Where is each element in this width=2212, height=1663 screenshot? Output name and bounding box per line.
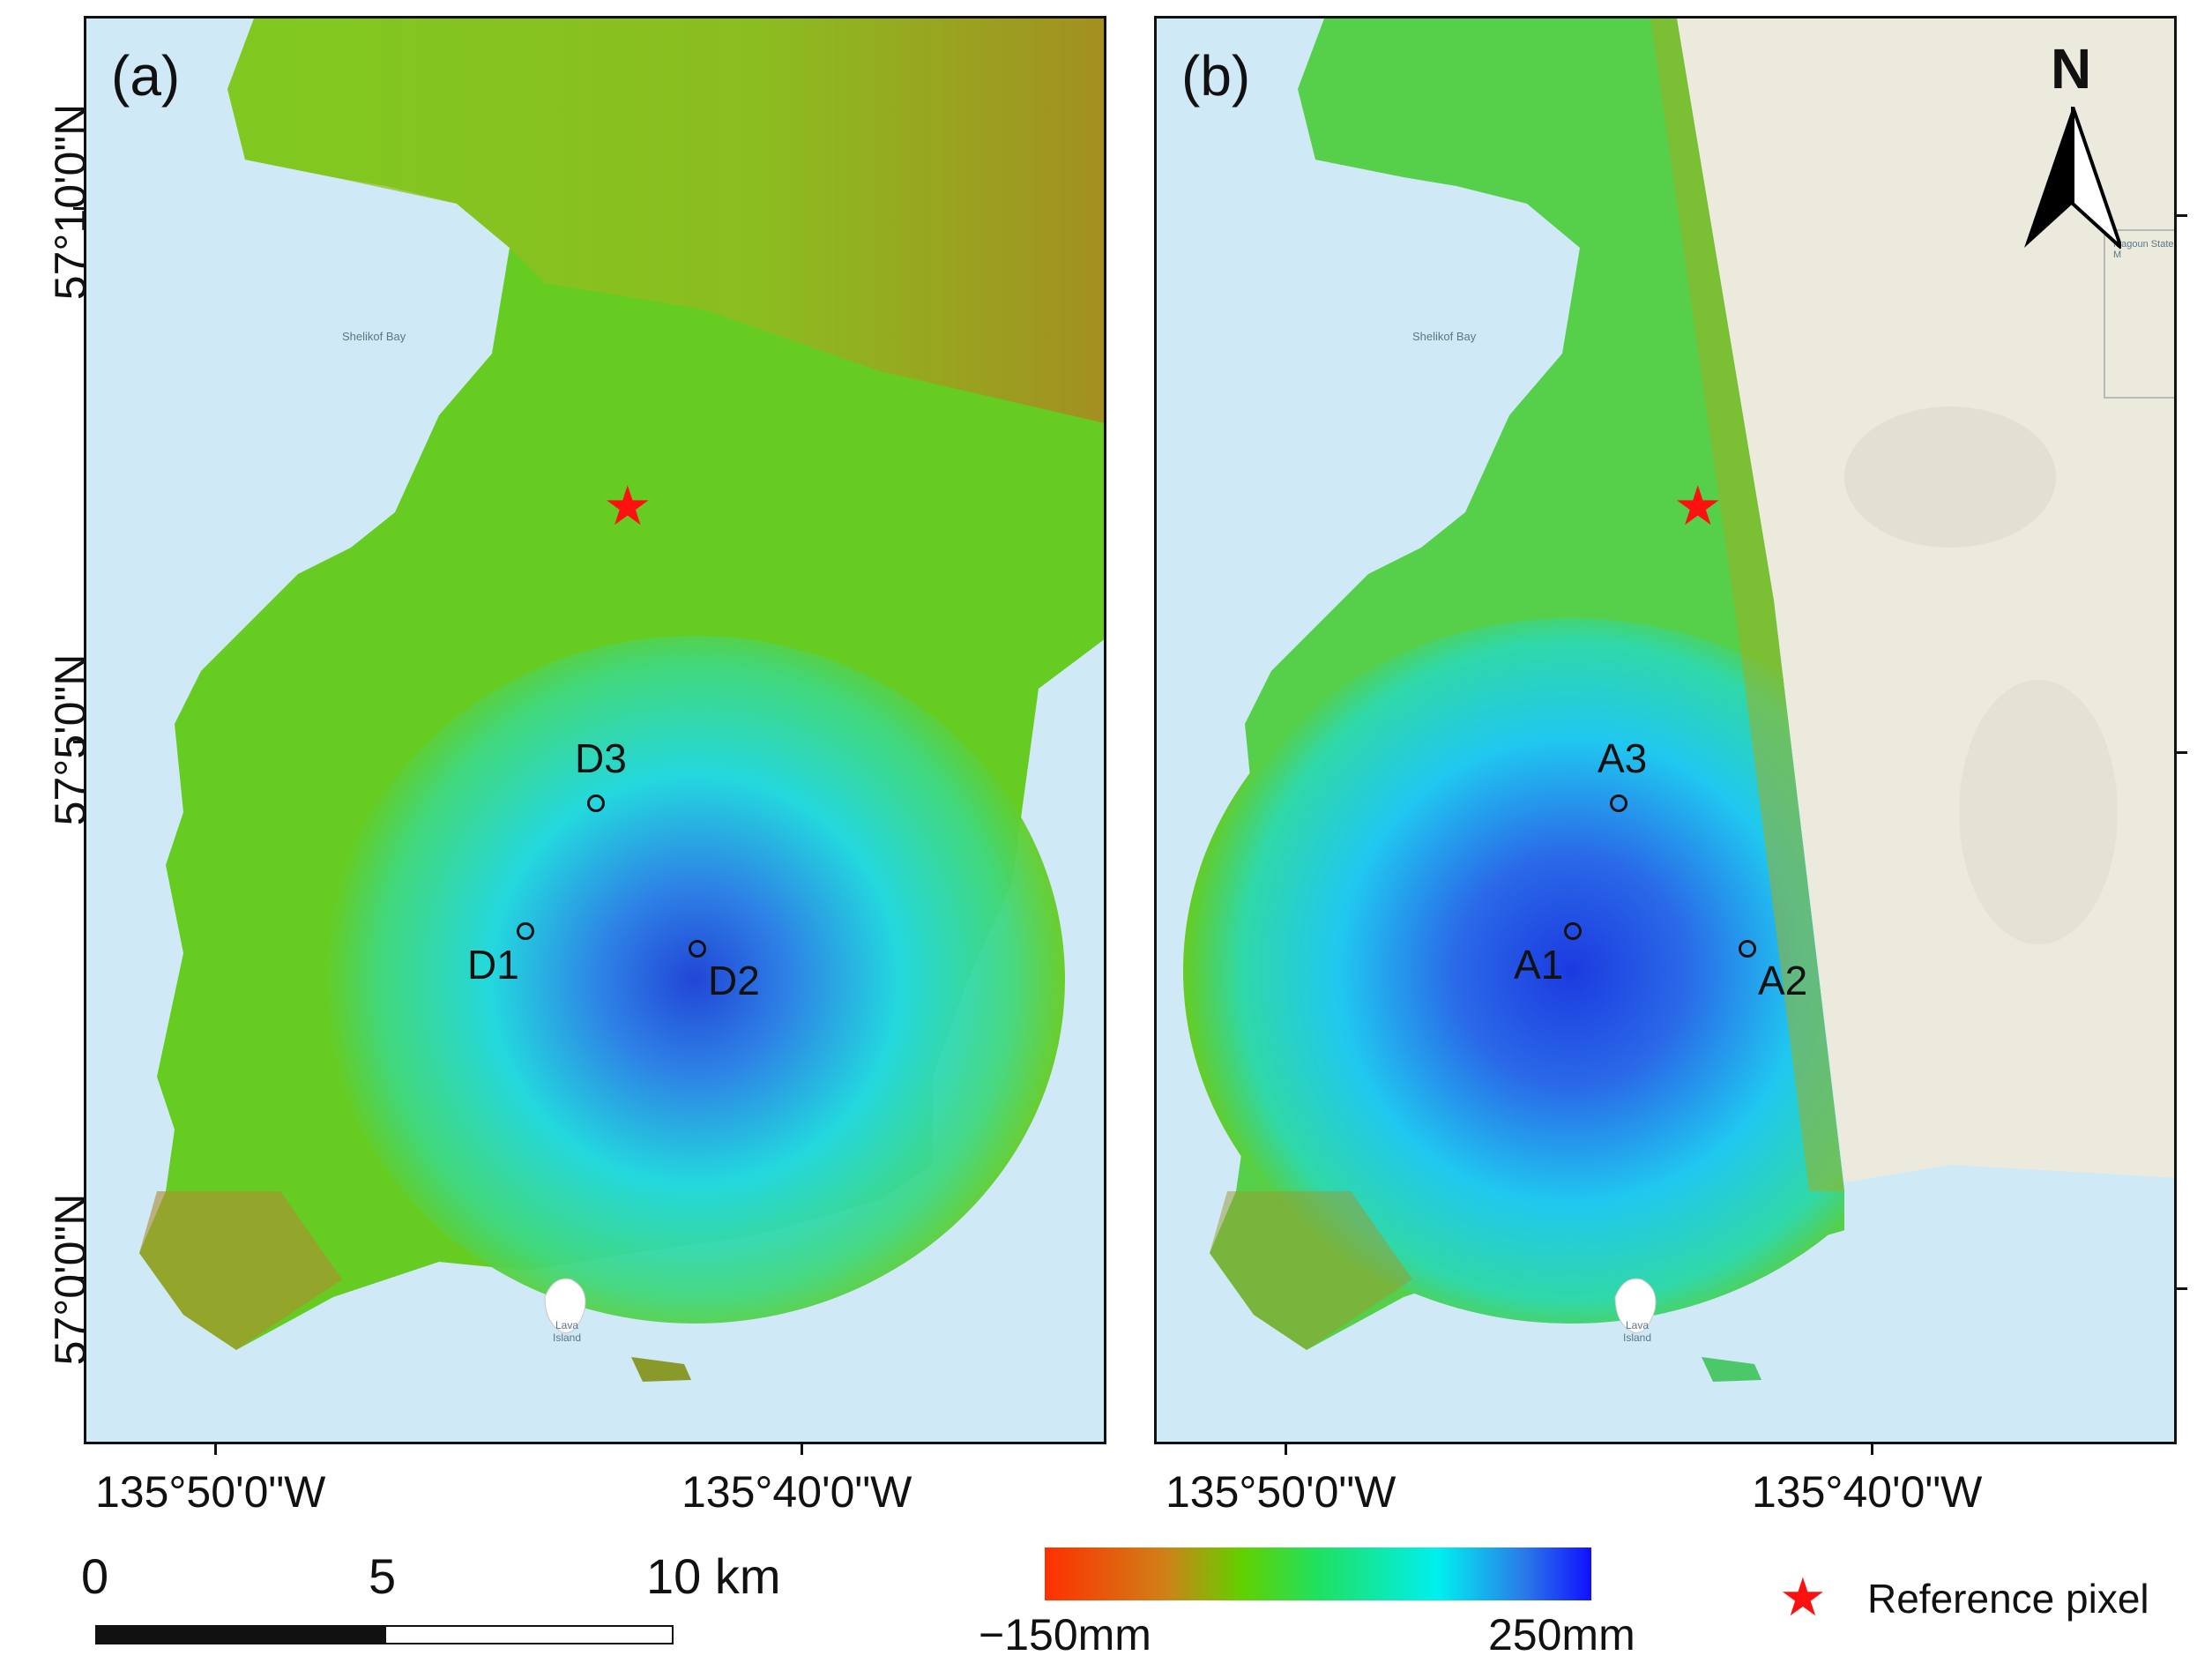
north-arrow-icon <box>2024 107 2121 250</box>
point-label-a3: A3 <box>1598 735 1648 781</box>
lon-tick-b-2 <box>1871 1444 1873 1455</box>
point-label-a2: A2 <box>1758 958 1808 1003</box>
marker-a1 <box>1564 922 1582 940</box>
lon-label-b-135-40: 135°40'0"W <box>1752 1467 1983 1517</box>
lat-label-57-05: 57°5'0"N <box>46 653 95 826</box>
north-arrow: N <box>2024 36 2121 265</box>
lat-tick-b-3 <box>2177 1287 2187 1290</box>
point-label-d1: D1 <box>467 942 519 988</box>
lat-tick-b-1 <box>2177 214 2187 217</box>
legend-star-icon: ★ <box>1779 1568 1827 1627</box>
scale-label-5: 5 <box>369 1548 397 1604</box>
map-panel-b: (b) Shelikof Bay Lava Island Magoun Stat… <box>1154 16 2177 1444</box>
scale-bar-white-segment <box>384 1625 674 1644</box>
point-label-d3: D3 <box>575 735 627 781</box>
place-label-shelikof-bay-b: Shelikof Bay <box>1412 330 1477 343</box>
lat-tick-a-3 <box>73 1277 84 1279</box>
place-label-lava-island-b: Lava Island <box>1622 1319 1652 1344</box>
point-label-d2: D2 <box>708 958 760 1003</box>
north-arrow-letter: N <box>2051 37 2092 101</box>
marker-a2 <box>1739 940 1756 958</box>
marker-d2 <box>689 940 706 958</box>
marker-a3 <box>1610 794 1627 812</box>
lava-island-b <box>1614 1278 1657 1334</box>
southwest-rough-a <box>139 1191 342 1350</box>
deformation-map-a <box>139 19 1104 1382</box>
map-panel-a: (a) Shelikof Bay Lava Island ★ D1 D2 D3 <box>84 16 1106 1444</box>
lat-tick-a-2 <box>73 741 84 743</box>
lon-label-a-135-50: 135°50'0"W <box>95 1467 326 1517</box>
colorbar <box>1045 1547 1591 1600</box>
panel-label-b: (b) <box>1181 44 1251 108</box>
place-label-magoun: Magoun State M <box>2113 239 2174 260</box>
small-islet-a <box>631 1357 691 1382</box>
lon-tick-a-2 <box>801 1444 803 1455</box>
reference-pixel-star: ★ <box>603 476 652 537</box>
lon-tick-a-1 <box>214 1444 217 1455</box>
inset-frame <box>2104 229 2174 399</box>
place-label-shelikof-bay: Shelikof Bay <box>342 330 406 343</box>
subsidence-bowl-a <box>324 636 1065 1324</box>
panel-label-a: (a) <box>111 44 181 108</box>
lon-label-a-135-40: 135°40'0"W <box>681 1467 912 1517</box>
place-label-lava-island: Lava Island <box>552 1319 582 1344</box>
point-label-a1: A1 <box>1514 942 1564 988</box>
reference-pixel-star-b: ★ <box>1673 476 1723 537</box>
colorbar-max-label: 250mm <box>1488 1610 1635 1659</box>
northern-terrain-a <box>227 19 1104 423</box>
scale-label-10km: 10 km <box>646 1548 781 1604</box>
east-edge-rough-b <box>1650 19 1844 1191</box>
lat-tick-b-2 <box>2177 751 2187 754</box>
lat-tick-a-1 <box>73 207 84 210</box>
lat-label-57-00: 57°0'0"N <box>46 1193 95 1366</box>
lava-island-a <box>544 1278 586 1334</box>
hill-shade-1 <box>1844 406 2056 548</box>
small-islet-b <box>1702 1357 1761 1382</box>
southwest-rough-b <box>1210 1191 1412 1350</box>
lon-tick-b-1 <box>1285 1444 1287 1455</box>
scale-bar-black-segment <box>95 1625 386 1644</box>
legend-reference-pixel-label: Reference pixel <box>1867 1576 2149 1622</box>
deformation-map-b <box>1183 19 2174 1382</box>
colorbar-min-label: −150mm <box>979 1610 1151 1659</box>
hill-shade-2 <box>1959 680 2118 944</box>
lat-label-57-10: 57°10'0"N <box>46 103 95 301</box>
scale-label-0: 0 <box>81 1548 109 1604</box>
marker-d1 <box>517 922 534 940</box>
lon-label-b-135-50: 135°50'0"W <box>1166 1467 1396 1517</box>
marker-d3 <box>587 794 605 812</box>
